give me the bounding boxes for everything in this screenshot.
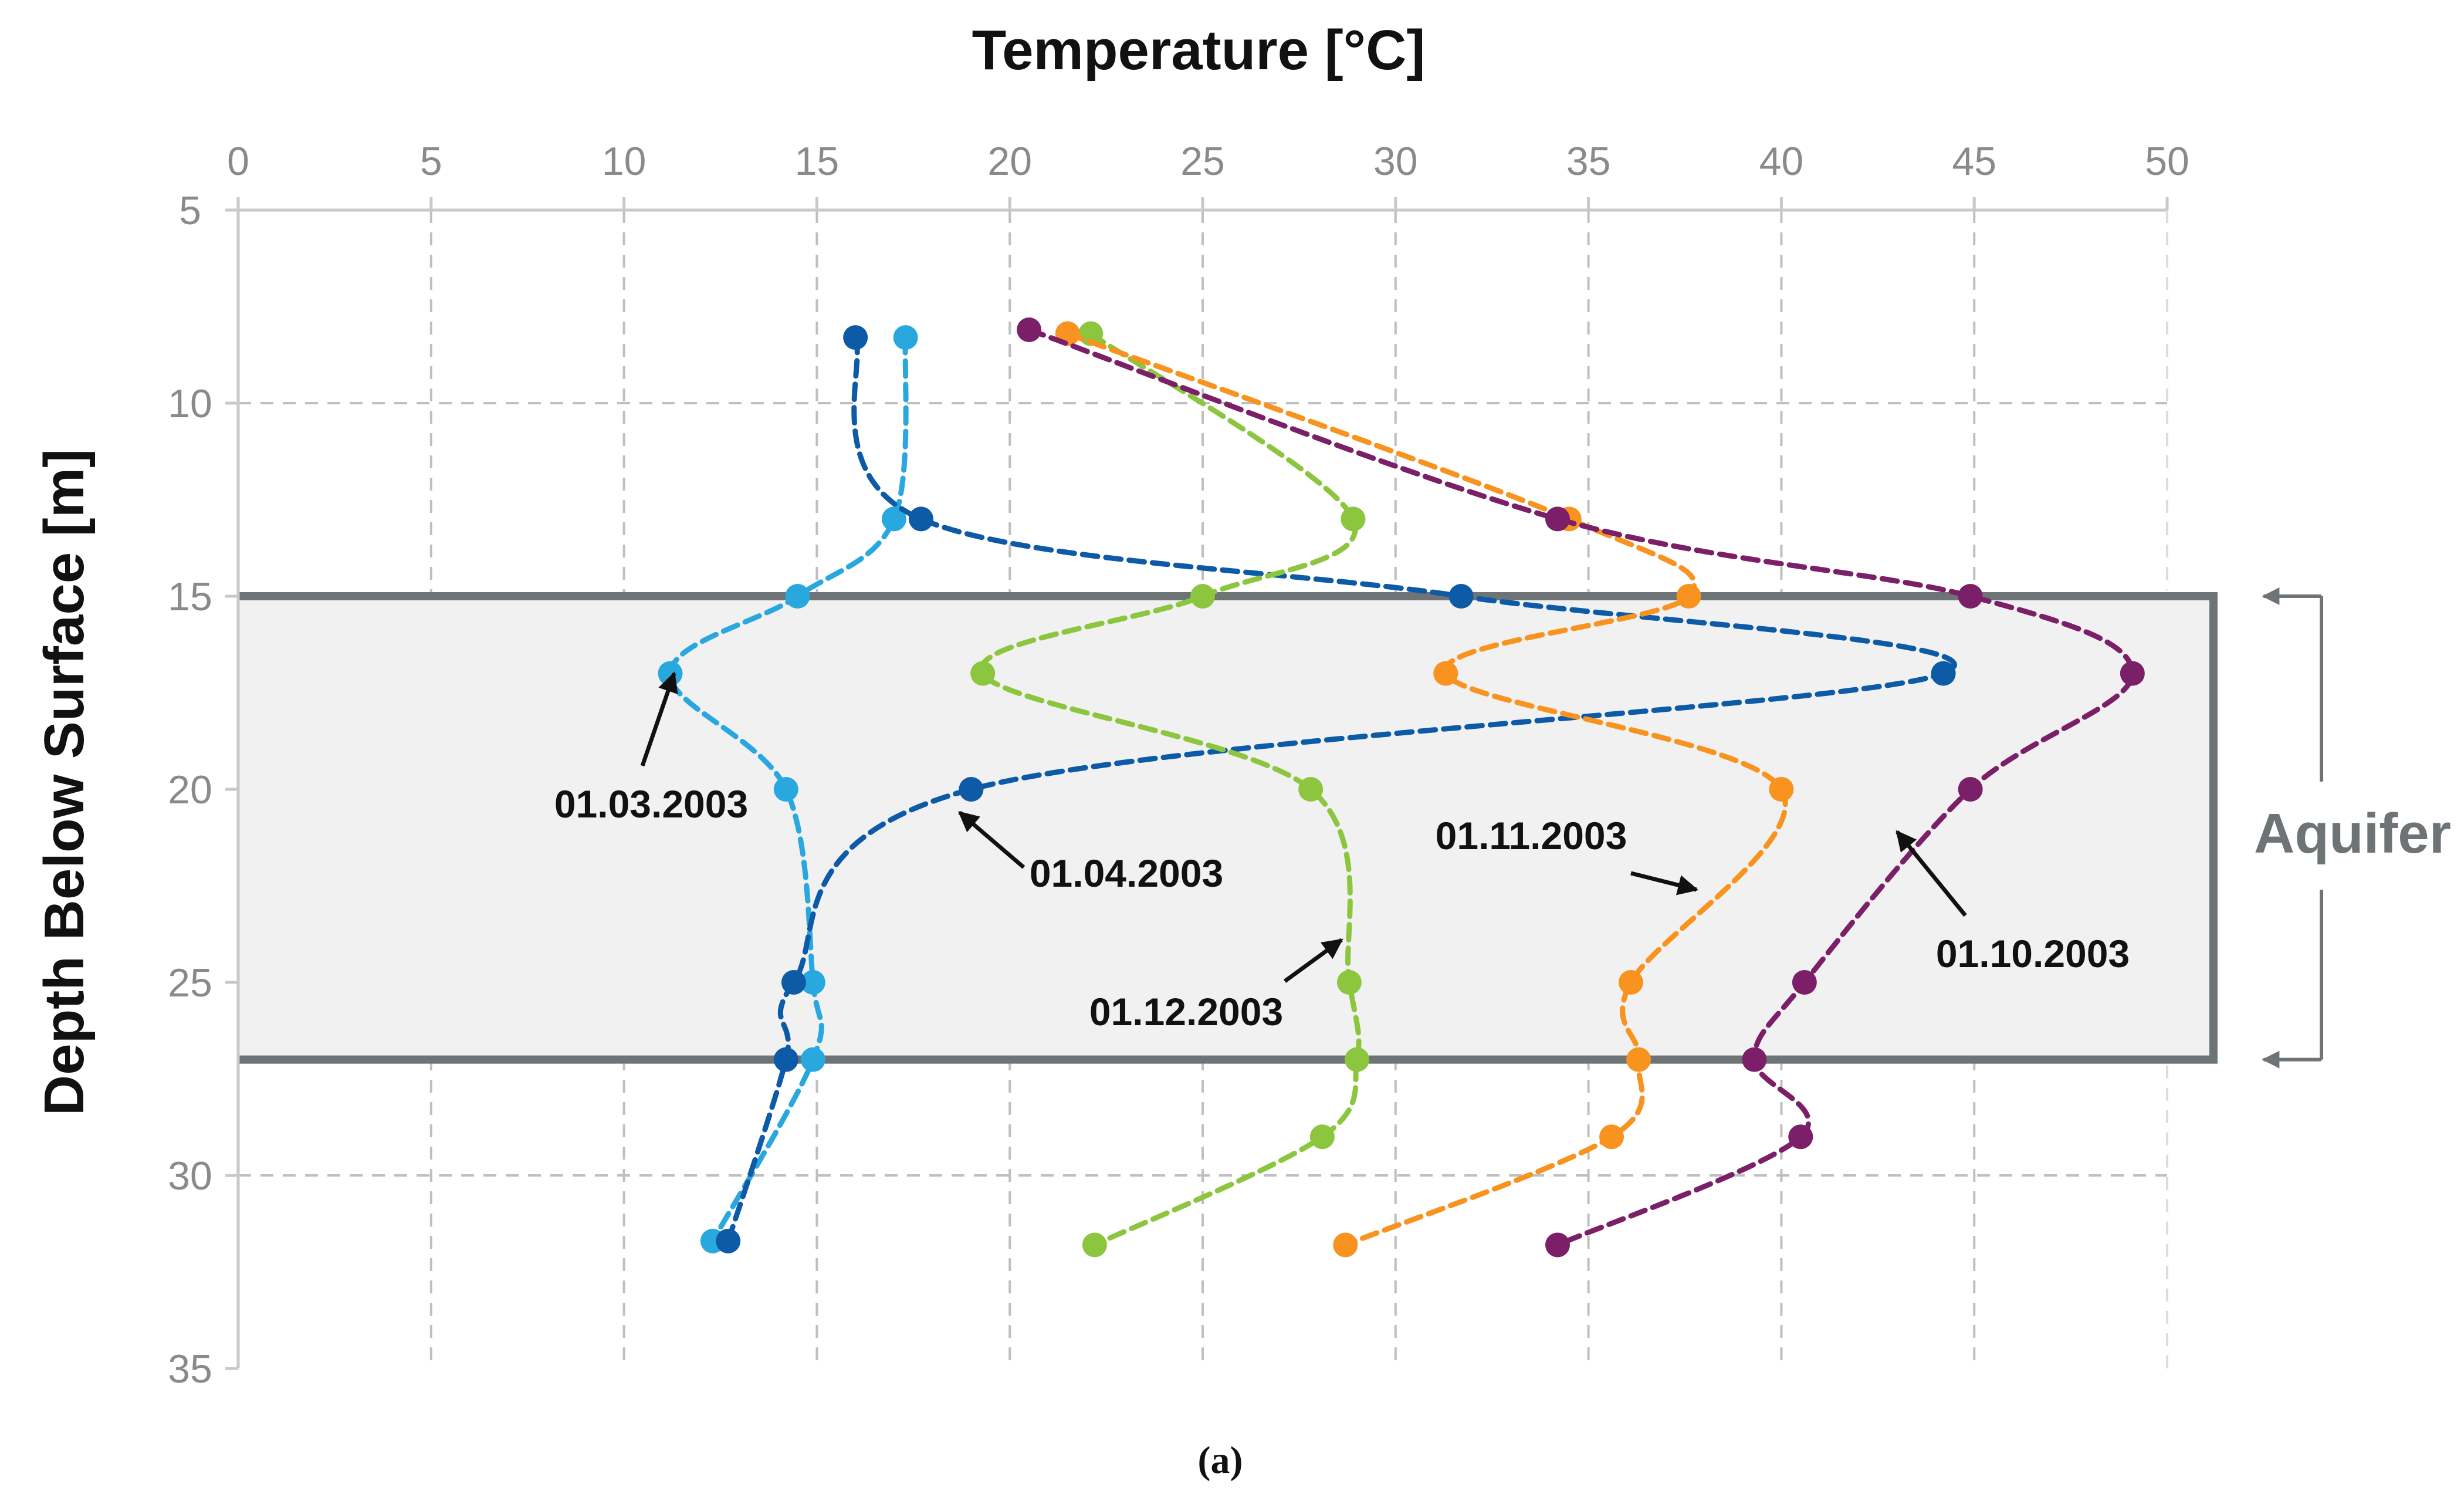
data-point xyxy=(1545,1232,1570,1258)
series-line xyxy=(1026,327,2135,1248)
data-point xyxy=(843,325,868,350)
x-tick-label: 20 xyxy=(987,139,1032,184)
annotation-label: 01.12.2003 xyxy=(1089,990,1283,1033)
series-01.03.2003 xyxy=(658,325,918,1253)
data-point xyxy=(1599,1124,1624,1150)
data-point xyxy=(970,661,996,686)
figure-caption: (a) xyxy=(1198,1439,1243,1482)
y-tick-label: 20 xyxy=(168,768,212,812)
x-tick-label: 45 xyxy=(1952,139,1996,184)
x-tick-label: 10 xyxy=(602,139,647,184)
y-tick-label: 30 xyxy=(168,1154,212,1198)
data-point xyxy=(1931,661,1956,686)
data-point xyxy=(908,506,933,532)
annotations: 01.03.2003 01.04.2003 01.12.2003 01.11.2003… xyxy=(554,671,2130,1033)
data-point xyxy=(1309,1124,1335,1150)
data-point xyxy=(773,777,798,802)
data-point xyxy=(1618,970,1643,995)
data-point xyxy=(1078,321,1104,346)
series-line xyxy=(725,334,1957,1244)
x-tick-label: 25 xyxy=(1180,139,1225,184)
data-point xyxy=(800,1047,825,1072)
data-point xyxy=(800,970,825,995)
annotation-arrow xyxy=(958,810,1025,869)
data-point xyxy=(781,970,806,995)
x-tick-label: 35 xyxy=(1566,139,1611,184)
y-axis-title: Depth Below Surface [m] xyxy=(33,449,96,1116)
x-tick-label: 5 xyxy=(420,139,442,184)
data-point xyxy=(1769,777,1794,802)
data-point xyxy=(1017,317,1042,342)
aquifer-label: Aquifer xyxy=(2254,802,2451,865)
data-point xyxy=(1341,506,1366,532)
data-point xyxy=(1336,970,1362,995)
data-point xyxy=(1545,506,1570,532)
y-tick-label: 15 xyxy=(168,575,212,619)
data-point xyxy=(1433,661,1458,686)
data-point xyxy=(881,506,906,532)
x-tick-label: 0 xyxy=(227,139,249,184)
data-point xyxy=(1190,584,1215,609)
annotation-arrow xyxy=(1895,830,1967,917)
series-01.12.2003 xyxy=(970,321,1370,1258)
x-tick-label: 30 xyxy=(1373,139,1418,184)
x-tick-label: 40 xyxy=(1759,139,1804,184)
data-point xyxy=(1345,1047,1370,1072)
x-tick-label: 50 xyxy=(2145,139,2189,184)
annotation-arrow xyxy=(1630,871,1699,896)
annotation-label: 01.10.2003 xyxy=(1936,932,2130,975)
y-tick-label: 10 xyxy=(168,381,212,426)
data-point xyxy=(2120,661,2145,686)
data-point xyxy=(1792,970,1817,995)
series-line xyxy=(979,331,1362,1248)
data-point xyxy=(1742,1047,1767,1072)
annotation-label: 01.04.2003 xyxy=(1030,851,1223,895)
data-point xyxy=(893,325,918,350)
x-tick-label: 15 xyxy=(795,139,840,184)
data-point xyxy=(1333,1232,1358,1258)
annotation-label: 01.03.2003 xyxy=(554,782,748,826)
data-point xyxy=(1082,1232,1107,1258)
data-point xyxy=(785,584,810,609)
y-tick-label: 5 xyxy=(179,188,201,233)
data-point xyxy=(1788,1124,1813,1150)
annotation-arrow xyxy=(640,671,678,767)
aquifer-fill xyxy=(238,596,2213,1060)
y-tick-label: 35 xyxy=(168,1347,212,1391)
data-point xyxy=(1448,584,1474,609)
series-01.04.2003 xyxy=(716,325,1957,1253)
aquifer-zone xyxy=(238,587,2324,1069)
aquifer-border xyxy=(238,592,2218,1064)
y-tick-label: 25 xyxy=(168,961,212,1005)
x-axis-title: Temperature [°C] xyxy=(972,19,1426,82)
annotation-label: 01.11.2003 xyxy=(1436,814,1627,857)
annotation-arrow xyxy=(1283,938,1343,983)
data-point xyxy=(773,1047,798,1072)
data-point xyxy=(1958,584,1983,609)
data-point xyxy=(1626,1047,1651,1072)
data-series xyxy=(658,317,2145,1258)
data-point xyxy=(1676,584,1701,609)
series-01.10.2003 xyxy=(1017,317,2145,1258)
data-point xyxy=(959,777,984,802)
data-point xyxy=(716,1228,741,1253)
data-point xyxy=(1958,777,1983,802)
data-point xyxy=(1298,777,1324,802)
